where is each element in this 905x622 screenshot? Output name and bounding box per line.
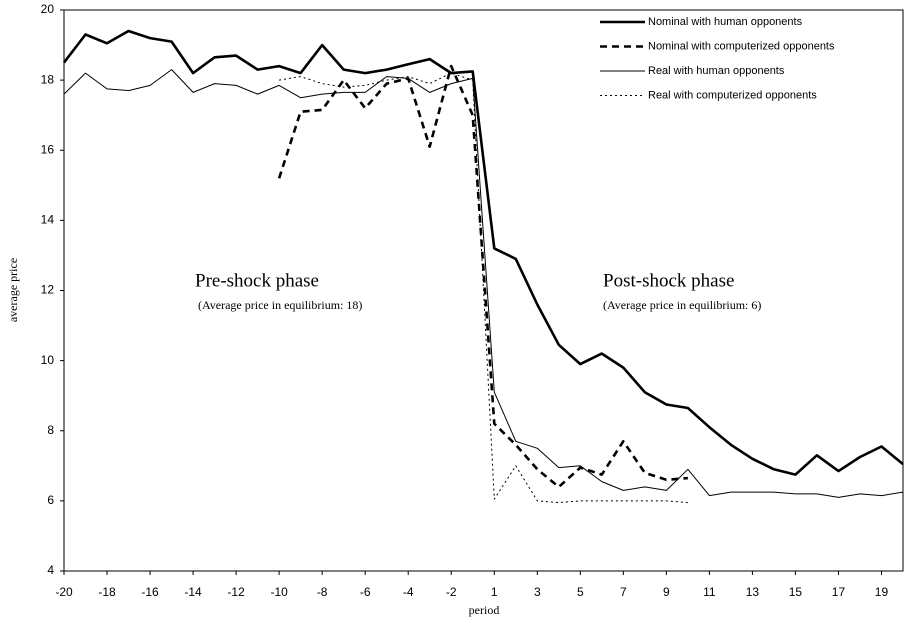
x-tick-label: -20: [55, 585, 73, 599]
y-tick-label: 4: [47, 563, 54, 577]
x-tick-label: -8: [317, 585, 328, 599]
y-axis-label: average price: [6, 258, 20, 322]
x-tick-label: 3: [534, 585, 541, 599]
x-tick-label: -2: [446, 585, 457, 599]
x-tick-label: 1: [491, 585, 498, 599]
annotation: (Average price in equilibrium: 6): [603, 298, 761, 312]
y-tick-label: 20: [41, 2, 55, 16]
x-tick-label: -18: [98, 585, 116, 599]
x-tick-label: -14: [184, 585, 202, 599]
y-tick-label: 10: [41, 353, 55, 367]
x-tick-label: 11: [703, 585, 716, 599]
x-tick-label: 15: [789, 585, 803, 599]
legend-label: Real with computerized opponents: [648, 89, 817, 101]
x-tick-label: -4: [403, 585, 414, 599]
annotation: (Average price in equilibrium: 18): [198, 298, 362, 312]
y-tick-label: 8: [47, 423, 54, 437]
x-tick-label: -16: [141, 585, 159, 599]
legend-label: Nominal with computerized opponents: [648, 40, 835, 52]
y-tick-label: 6: [47, 493, 54, 507]
y-tick-label: 16: [41, 142, 55, 156]
y-tick-label: 18: [41, 72, 55, 86]
x-tick-label: 19: [875, 585, 889, 599]
x-axis-label: period: [469, 603, 500, 617]
x-tick-label: 7: [620, 585, 627, 599]
y-tick-label: 14: [41, 213, 55, 227]
annotation: Pre-shock phase: [195, 270, 319, 291]
x-tick-label: -12: [227, 585, 245, 599]
x-tick-label: 17: [832, 585, 846, 599]
legend-label: Real with human opponents: [648, 65, 785, 77]
x-tick-label: 5: [577, 585, 584, 599]
x-tick-label: -10: [270, 585, 288, 599]
x-tick-label: 13: [746, 585, 760, 599]
legend-label: Nominal with human opponents: [648, 16, 803, 28]
series-line: [279, 72, 688, 504]
series-line: [63, 69, 904, 498]
y-tick-label: 12: [41, 283, 55, 297]
series-line: [62, 29, 904, 476]
annotation: Post-shock phase: [603, 270, 734, 291]
x-tick-label: -6: [360, 585, 371, 599]
x-tick-label: 9: [663, 585, 670, 599]
series-line: [277, 64, 689, 489]
